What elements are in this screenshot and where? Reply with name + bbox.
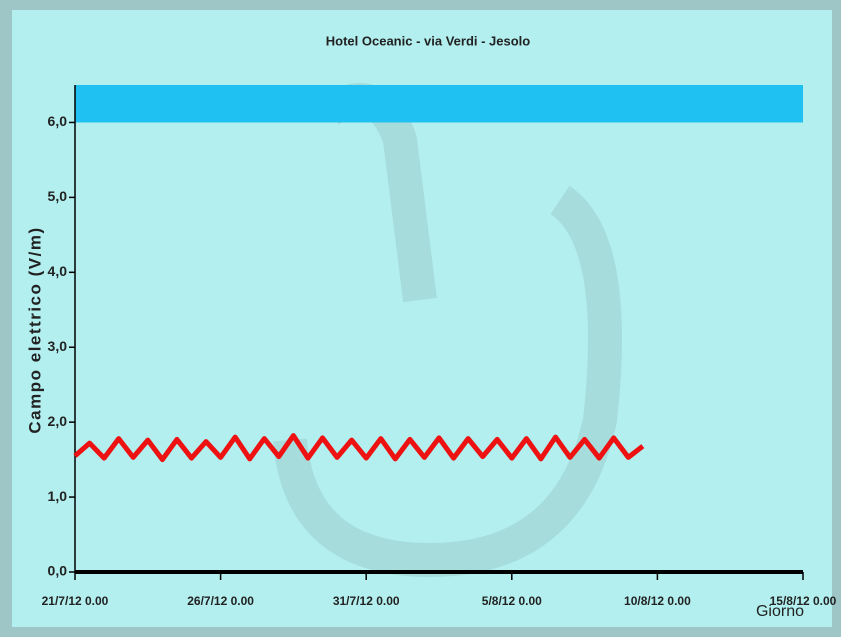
y-tick-label: 0,0: [48, 563, 68, 579]
y-tick-label: 5,0: [48, 188, 68, 204]
y-tick-label: 2,0: [48, 413, 68, 429]
x-tick-label: 15/8/12 0.00: [770, 594, 837, 608]
x-tick-label: 10/8/12 0.00: [624, 594, 691, 608]
plot-area: [69, 85, 804, 580]
x-tick-label: 31/7/12 0.00: [333, 594, 400, 608]
y-tick-label: 3,0: [48, 338, 68, 354]
data-line: [73, 433, 645, 463]
x-tick-label: 5/8/12 0.00: [482, 594, 542, 608]
y-tick-label: 1,0: [48, 488, 68, 504]
x-axis-title: Giorno: [756, 603, 804, 620]
y-axis-title: Campo elettrico (V/m): [25, 226, 44, 433]
chart-title: Hotel Oceanic - via Verdi - Jesolo: [326, 33, 531, 48]
y-tick-label: 6,0: [48, 113, 68, 129]
y-tick-label: 4,0: [48, 263, 68, 279]
x-tick-label: 21/7/12 0.00: [42, 594, 109, 608]
x-tick-label: 26/7/12 0.00: [187, 594, 254, 608]
threshold-band: [75, 85, 803, 123]
